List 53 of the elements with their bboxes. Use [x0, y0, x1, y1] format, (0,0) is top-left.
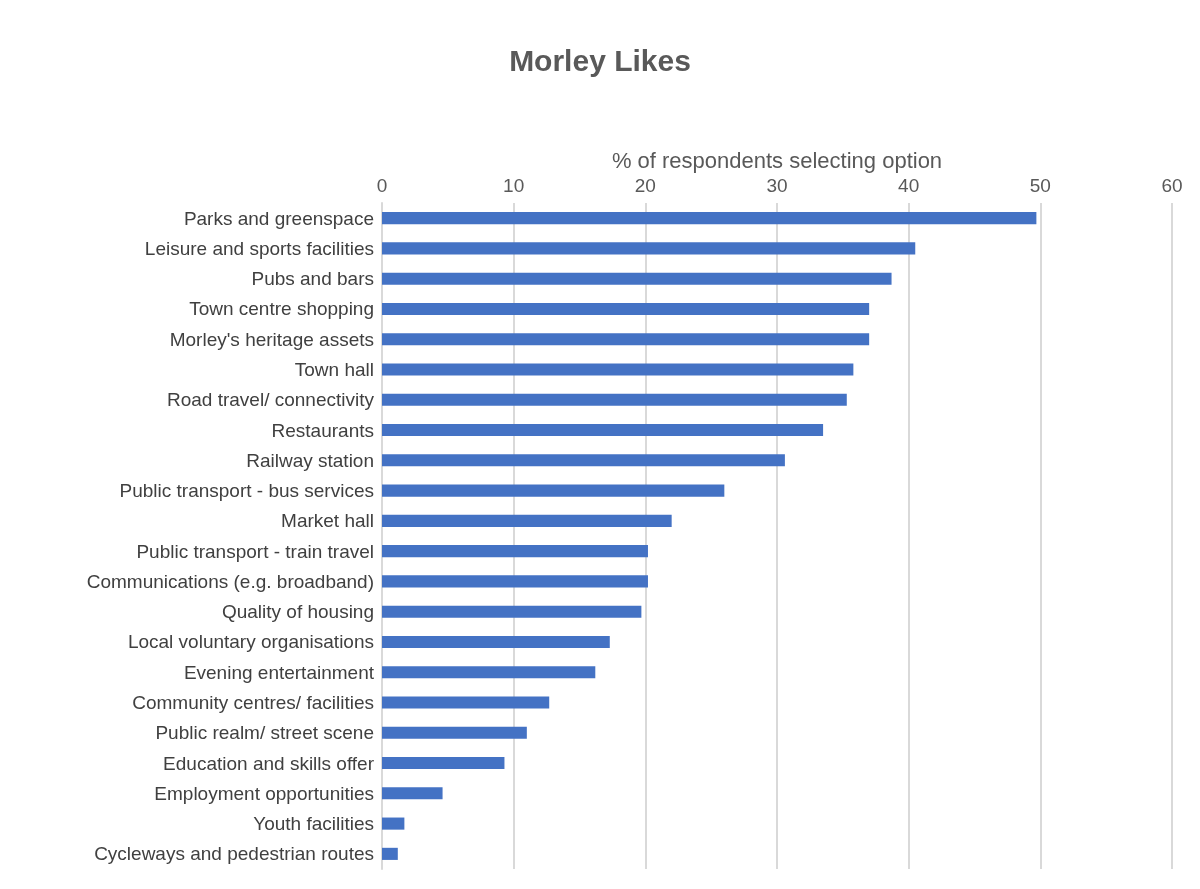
- y-tick-label: Public realm/ street scene: [155, 722, 374, 744]
- y-tick-label: Morley's heritage assets: [169, 328, 374, 350]
- y-tick-label: Cycleways and pedestrian routes: [94, 843, 374, 865]
- chart-title: Morley Likes: [509, 43, 691, 77]
- bar: [382, 575, 648, 588]
- x-tick-label: 60: [1161, 175, 1183, 196]
- bar: [382, 545, 648, 558]
- bar: [382, 847, 398, 860]
- x-tick-label: 0: [376, 175, 388, 196]
- bar: [382, 393, 847, 406]
- bar: [382, 726, 527, 739]
- bar: [382, 514, 672, 527]
- y-tick-label: Local voluntary organisations: [127, 631, 374, 653]
- x-tick-label: 20: [634, 175, 656, 196]
- bar: [382, 272, 892, 285]
- y-tick-label: Pubs and bars: [251, 268, 374, 290]
- y-tick-label: Railway station: [246, 449, 374, 471]
- bar: [382, 242, 916, 255]
- x-axis-title: % of respondents selecting option: [611, 147, 943, 173]
- bar: [382, 756, 505, 770]
- y-tick-label: Youth facilities: [253, 813, 374, 835]
- y-tick-label: Evening entertainment: [183, 661, 375, 683]
- bar: [382, 423, 824, 437]
- x-tick-label: 10: [503, 175, 525, 196]
- y-tick-label: Road travel/ connectivity: [167, 389, 375, 411]
- y-tick-label: Public transport - bus services: [119, 480, 374, 502]
- y-tick-label: Town hall: [294, 359, 374, 380]
- y-tick-label: Leisure and sports facilities: [144, 237, 374, 259]
- y-tick-label: Public transport - train travel: [136, 540, 374, 562]
- bar: [382, 454, 785, 467]
- y-tick-label: Education and skills offer: [163, 752, 375, 774]
- y-tick-label: Market hall: [281, 510, 374, 532]
- bar: [382, 212, 1037, 225]
- bar: [382, 666, 596, 679]
- bar: [382, 484, 725, 497]
- y-tick-label: Communications (e.g. broadband): [86, 570, 374, 592]
- y-tick-label: Restaurants: [271, 419, 374, 441]
- y-tick-label: Parks and greenspace: [183, 207, 374, 229]
- y-tick-label: Town centre shopping: [189, 298, 374, 320]
- bar: [382, 363, 854, 376]
- bar: [382, 605, 642, 618]
- y-tick-label: Community centres/ facilities: [132, 692, 374, 713]
- bar: [382, 635, 610, 649]
- bar: [382, 817, 405, 830]
- x-tick-label: 30: [766, 175, 788, 196]
- bar: [382, 302, 870, 316]
- x-tick-label: 50: [1029, 175, 1051, 196]
- y-tick-label: Quality of housing: [221, 601, 374, 623]
- y-tick-label: Employment opportunities: [154, 782, 374, 804]
- bar: [382, 696, 550, 709]
- bar: [382, 787, 443, 800]
- bar: [382, 333, 870, 346]
- x-tick-label: 40: [898, 175, 920, 196]
